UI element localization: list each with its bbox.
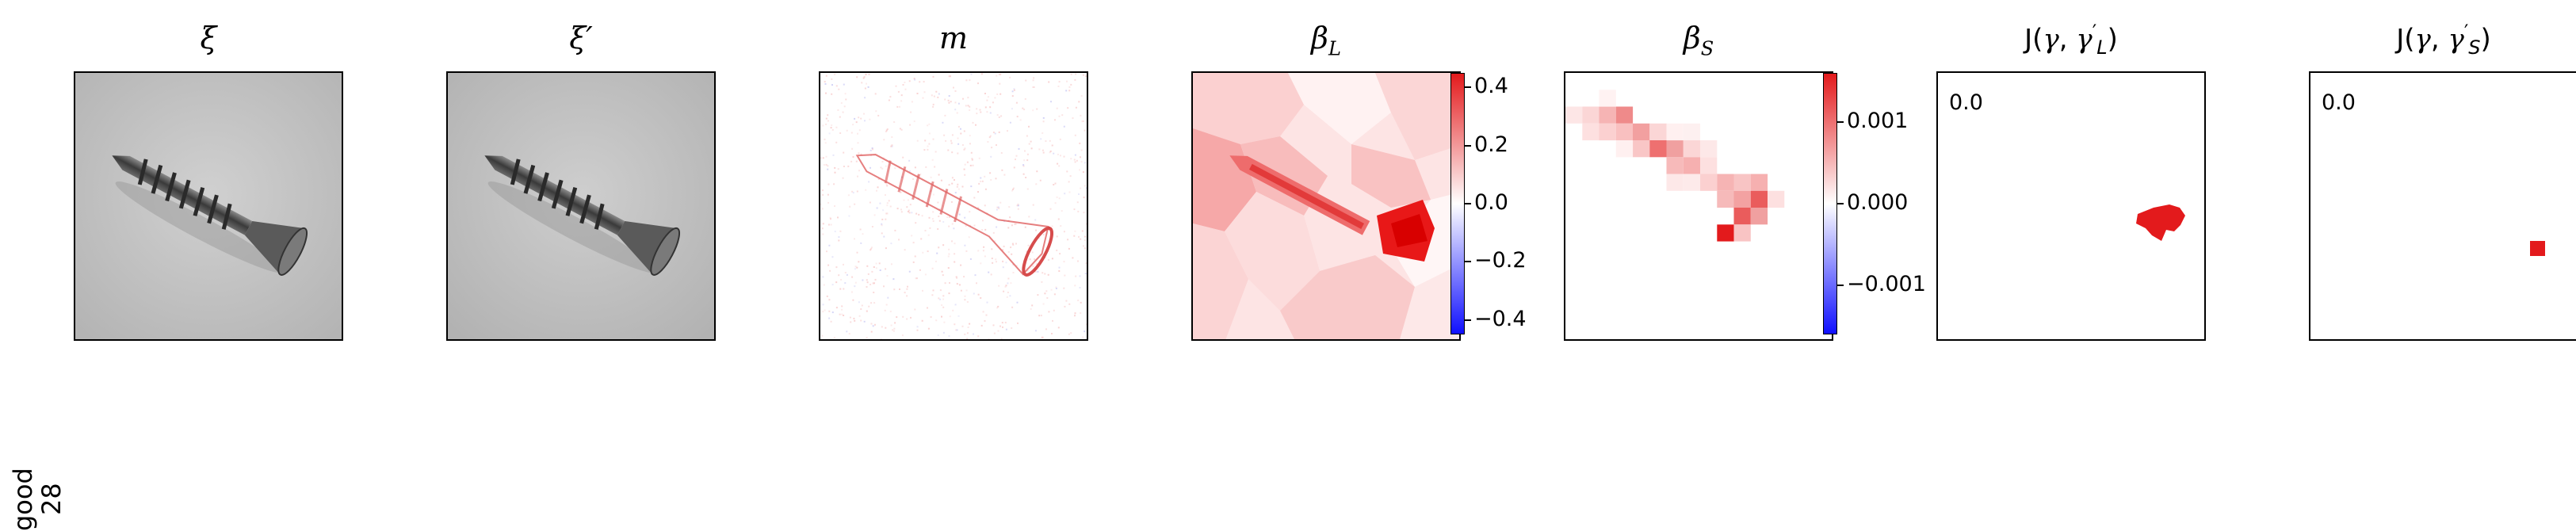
beta-S-cell [1734,208,1751,224]
panel-title-xi-prime: ξ′ [446,21,716,55]
panel-title-beta-S-main: β [1684,21,1701,55]
row-label-index: 28 [36,483,67,515]
panel-title-m-text: m [939,21,968,55]
beta-S-cell [1649,140,1666,157]
j-s-sep: , [2431,23,2448,55]
colorbar-tick-mark [1465,261,1471,262]
beta-S-cell [1717,174,1733,191]
screw-image-xi-prime [448,73,716,341]
j-l-gamma2: γ [2076,23,2092,55]
colorbar-tick-label: −0.001 [1847,272,1926,296]
j-l-gamma: γ [2043,23,2058,55]
colorbar-tick-mark [1465,86,1471,88]
beta-S-cell [1633,124,1649,140]
beta-S-cell [1599,90,1616,106]
panel-title-m: m [819,21,1088,55]
jaccard-S: 0.0 [2309,71,2576,341]
beta-S-cell [1599,124,1616,140]
beta-S-cell [1667,124,1684,140]
beta-S-cell [1700,174,1717,191]
j-l-sub: L [2096,36,2107,59]
row-label: good 28 [0,198,63,262]
beta-S-cell [1751,208,1768,224]
image-xi [74,71,343,341]
beta-S-cell [1582,124,1599,140]
mask-m-heatmap [820,73,1088,341]
panel-title-J-S: J(γ, γ′S) [2309,21,2576,59]
jaccard-S-region [2530,241,2545,256]
beta-S-cell [1700,157,1717,174]
panel-title-beta-L: βL [1191,21,1461,60]
jaccard-L-region [2136,204,2185,241]
panel-title-beta-S: βS [1564,21,1833,60]
beta-S-cell [1667,140,1684,157]
jaccard-L: 0.0 [1936,71,2206,341]
colorbar-tick-mark [1465,319,1471,321]
beta-S-cell [1684,174,1700,191]
panel-title-beta-L-sub: L [1328,38,1341,60]
colorbar-tick-mark [1465,203,1471,204]
j-s-close: ) [2481,23,2491,55]
colorbar-tick-label: −0.4 [1474,307,1527,331]
colorbar-tick-label: 0.000 [1847,190,1908,215]
heatmap-beta-L [1191,71,1461,341]
jaccard-S-value: 0.0 [2322,90,2356,115]
j-s-gamma2: γ [2448,23,2463,55]
j-s-gamma: γ [2415,23,2431,55]
beta-S-cell [1684,140,1700,157]
heatmap-beta-S-svg [1565,73,1833,341]
colorbar-tick-mark [1465,145,1471,147]
beta-S-cell [1565,107,1582,124]
colorbar-tick-mark [1837,285,1844,286]
beta-S-cell [1616,140,1633,157]
panel-title-beta-S-sub: S [1701,38,1714,60]
beta-S-cell [1734,174,1751,191]
beta-S-cell [1649,124,1666,140]
colorbar-tick-label: 0.2 [1474,132,1508,157]
panel-title-xi-prime-text: ξ′ [569,21,593,55]
beta-S-cell [1768,191,1784,208]
j-l-sep: , [2059,23,2077,55]
beta-S-cell [1717,224,1733,241]
beta-S-cell [1751,191,1768,208]
j-l-close: ) [2108,23,2118,55]
panel-title-xi: ξ [74,21,343,55]
beta-S-cell [1700,140,1717,157]
panel-title-beta-L-main: β [1311,21,1328,55]
panel-title-xi-text: ξ [201,21,217,55]
beta-S-cell [1633,140,1649,157]
j-l-prefix: J( [2024,23,2043,55]
colorbar-beta-L [1450,73,1465,334]
colorbar-tick-label: −0.2 [1474,248,1527,273]
beta-S-cell [1751,174,1768,191]
colorbar-beta-S [1823,73,1837,334]
mask-m [819,71,1088,341]
beta-S-cell [1616,107,1633,124]
colorbar-tick-mark [1837,203,1844,204]
heatmap-beta-L-svg [1193,73,1461,341]
beta-S-cell [1684,157,1700,174]
colorbar-tick-mark [1837,121,1844,123]
colorbar-tick-label: 0.001 [1847,109,1908,133]
colorbar-tick-label: 0.4 [1474,74,1508,98]
beta-S-cell [1717,191,1733,208]
row-label-class: good [8,468,38,531]
image-xi-prime [446,71,716,341]
beta-S-cell [1667,174,1684,191]
panel-title-J-L: J(γ, γ′L) [1936,21,2206,59]
beta-S-cell [1684,124,1700,140]
beta-S-cell [1734,191,1751,208]
j-s-prefix: J( [2396,23,2414,55]
beta-S-cell [1599,107,1616,124]
j-s-sub: S [2468,36,2480,59]
jaccard-L-value: 0.0 [1949,90,1983,115]
beta-S-cell [1667,157,1684,174]
colorbar-tick-label: 0.0 [1474,190,1508,215]
screw-image-xi [75,73,343,341]
heatmap-beta-S [1564,71,1833,341]
beta-S-cell [1582,107,1599,124]
beta-S-cell [1616,124,1633,140]
beta-S-cell [1734,224,1751,241]
